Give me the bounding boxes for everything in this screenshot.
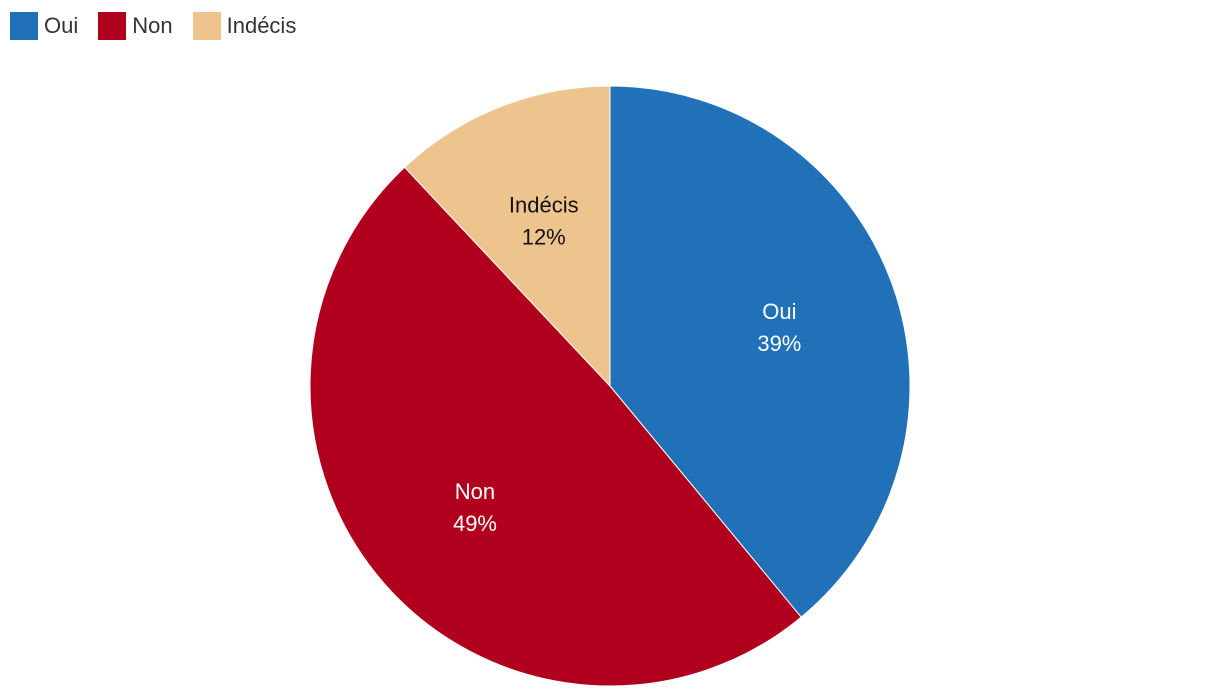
legend-label-indecis: Indécis (226, 13, 297, 38)
pie-slice-oui (609, 85, 911, 618)
slice-value-oui: 39% (757, 331, 801, 356)
legend-swatch-indecis (192, 12, 221, 40)
slice-label-non: Non (455, 479, 495, 504)
pie-slice-indecis (403, 85, 611, 388)
slice-value-non: 49% (453, 511, 497, 536)
legend-item-oui: Oui (10, 12, 78, 40)
pie-slice-non (309, 166, 802, 687)
legend-item-non: Non (98, 12, 173, 40)
slice-label-oui: Oui (762, 299, 796, 324)
slice-value-indecis: 12% (522, 225, 566, 250)
legend-label-non: Non (132, 13, 173, 38)
chart-legend: Oui Non Indécis (10, 12, 316, 40)
slice-label-indecis: Indécis (509, 193, 579, 218)
legend-swatch-non (98, 12, 127, 40)
legend-item-indecis: Indécis (192, 12, 297, 40)
legend-label-oui: Oui (44, 13, 79, 38)
legend-swatch-oui (10, 12, 38, 40)
